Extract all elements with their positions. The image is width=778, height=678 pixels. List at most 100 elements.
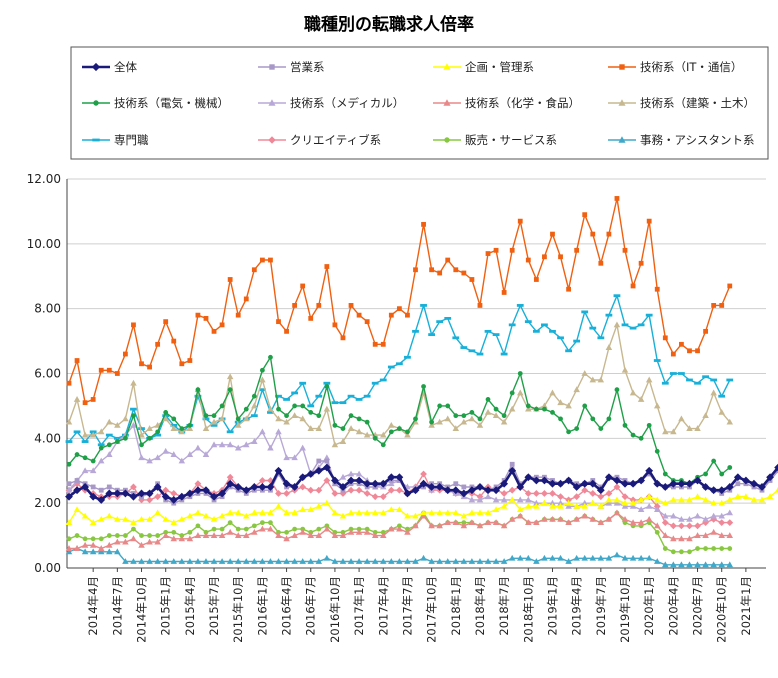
data-point [259,367,265,373]
data-point [508,554,516,561]
data-point [525,405,532,412]
data-point [210,441,218,448]
data-point [452,558,460,564]
data-point [194,509,202,516]
data-point [403,489,412,498]
data-point [501,413,507,419]
data-point [291,454,298,461]
data-point [186,451,194,457]
data-point [283,558,290,564]
data-point [347,470,355,477]
data-point [613,496,621,503]
data-point [629,499,637,506]
data-point [637,476,646,485]
x-tick-label: 2019年10月 [618,576,632,643]
data-point [541,515,548,522]
data-point [154,509,161,516]
data-point [90,484,96,490]
data-point [106,533,112,538]
data-point [89,467,97,474]
x-tick-label: 2015年1月 [159,576,173,636]
data-point [533,558,540,564]
data-point [646,218,652,224]
data-point [621,366,629,373]
data-point [678,522,685,530]
data-point [500,418,508,425]
data-point [711,458,717,464]
data-point [340,335,346,341]
data-point [316,526,322,532]
data-point [629,479,637,488]
data-point [596,486,605,495]
data-point [178,558,186,564]
data-point [82,455,88,461]
data-point [444,558,451,564]
data-point [307,404,315,408]
legend-label: 技術系（IT・通信） [640,60,742,74]
data-point [549,554,556,561]
data-point [618,99,626,106]
data-point [662,499,669,506]
data-point [372,435,378,441]
data-point [727,546,733,551]
data-point [565,502,572,509]
y-tick-label: 2.00 [34,496,61,510]
data-point [267,444,274,451]
data-point [774,463,778,472]
series-7 [65,509,734,551]
data-point [186,558,194,564]
data-point [275,428,282,435]
data-point [121,489,130,498]
data-point [258,483,267,491]
data-point [387,486,395,494]
data-point [268,136,276,144]
data-point [396,306,402,312]
plot-area [65,196,778,568]
data-point [194,558,202,564]
data-point [420,470,427,478]
data-point [89,541,97,548]
data-point [613,294,621,298]
data-point [268,520,273,526]
data-point [501,290,507,295]
data-point [443,63,451,70]
data-point [291,532,298,538]
data-point [275,558,282,564]
data-point [235,526,241,532]
data-point [98,445,104,451]
data-point [396,558,403,564]
data-point [65,418,73,425]
data-point [292,303,298,308]
data-point [324,458,330,464]
data-point [735,481,741,487]
data-point [114,439,120,444]
y-tick-label: 6.00 [34,367,61,381]
data-point [371,381,379,385]
data-point [500,496,508,503]
legend-label: 全体 [114,60,137,74]
data-point [669,372,677,375]
data-point [291,412,298,419]
data-point [573,515,580,522]
data-point [542,406,547,412]
data-point [509,247,515,253]
data-point [718,408,725,415]
data-point [178,535,186,542]
data-point [388,506,395,513]
data-point [702,515,709,522]
data-point [557,399,564,406]
data-point [670,496,677,503]
data-point [492,486,500,495]
data-point [443,99,451,106]
data-point [605,554,613,561]
data-point [388,558,395,564]
data-point [146,515,153,522]
data-point [323,405,331,412]
data-point [404,355,411,359]
data-point [371,493,379,501]
data-point [734,493,742,500]
data-point [331,476,339,485]
data-point [533,519,540,526]
data-point [437,270,443,276]
data-point [363,490,371,497]
